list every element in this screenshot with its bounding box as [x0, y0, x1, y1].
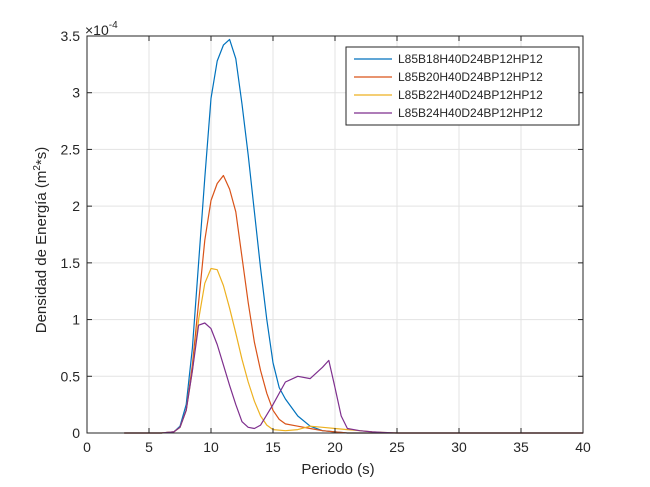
legend-entry: L85B18H40D24BP12HP12: [398, 52, 543, 66]
y-axis-label-main: Densidad de Energía (m: [33, 171, 50, 334]
x-tick-label: 0: [83, 439, 91, 455]
legend: L85B18H40D24BP12HP12 L85B20H40D24BP12HP12…: [345, 46, 580, 126]
y-tick-label: 2.5: [61, 141, 81, 157]
y-tick-label: 0.5: [61, 368, 81, 384]
legend-entry: L85B20H40D24BP12HP12: [398, 70, 543, 84]
y-exponent-base: ×10: [85, 22, 109, 38]
y-axis-label: Densidad de Energía (m2*s): [32, 147, 50, 334]
x-tick-label: 35: [513, 439, 529, 455]
x-ticks: 0 5 10 15 20 25 30 35 40: [83, 36, 591, 455]
x-tick-label: 5: [145, 439, 153, 455]
y-tick-label: 3: [72, 85, 80, 101]
y-ticks: 0 0.5 1 1.5 2 2.5 3 3.5: [61, 28, 583, 441]
x-tick-label: 15: [265, 439, 281, 455]
y-tick-label: 0: [72, 425, 80, 441]
x-axis-label: Periodo (s): [301, 461, 374, 478]
x-tick-label: 20: [327, 439, 343, 455]
series-line-4: [124, 322, 583, 434]
x-tick-label: 25: [389, 439, 405, 455]
y-tick-label: 3.5: [61, 28, 81, 44]
x-tick-label: 10: [203, 439, 219, 455]
legend-box: [345, 46, 580, 126]
x-tick-label: 30: [451, 439, 467, 455]
legend-entry: L85B22H40D24BP12HP12: [398, 88, 543, 102]
y-tick-label: 1.5: [61, 255, 81, 271]
y-axis-label-sup: 2: [32, 165, 43, 171]
y-axis-label-tail: *s): [33, 147, 50, 165]
y-tick-label: 2: [72, 198, 80, 214]
y-exponent-power: -4: [109, 20, 118, 31]
y-tick-label: 1: [72, 312, 80, 328]
x-tick-label: 40: [575, 439, 591, 455]
legend-entry: L85B24H40D24BP12HP12: [398, 106, 543, 120]
y-exponent-label: ×10-4: [85, 20, 118, 38]
